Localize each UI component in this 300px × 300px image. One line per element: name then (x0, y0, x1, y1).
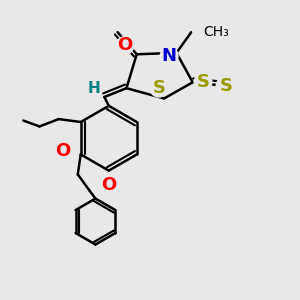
Text: H: H (88, 81, 100, 96)
Circle shape (100, 176, 118, 194)
Text: S: S (196, 73, 209, 91)
Circle shape (85, 79, 103, 97)
Circle shape (54, 142, 72, 160)
Text: O: O (117, 37, 133, 55)
Circle shape (116, 37, 134, 54)
Text: CH₃: CH₃ (203, 25, 229, 39)
Circle shape (160, 47, 178, 64)
Circle shape (194, 74, 212, 91)
Text: N: N (162, 47, 177, 65)
Text: S: S (152, 79, 165, 97)
Text: O: O (56, 142, 71, 160)
Circle shape (216, 77, 234, 94)
Circle shape (150, 79, 168, 97)
Circle shape (193, 21, 216, 44)
Text: S: S (220, 77, 232, 95)
Text: O: O (101, 176, 116, 194)
